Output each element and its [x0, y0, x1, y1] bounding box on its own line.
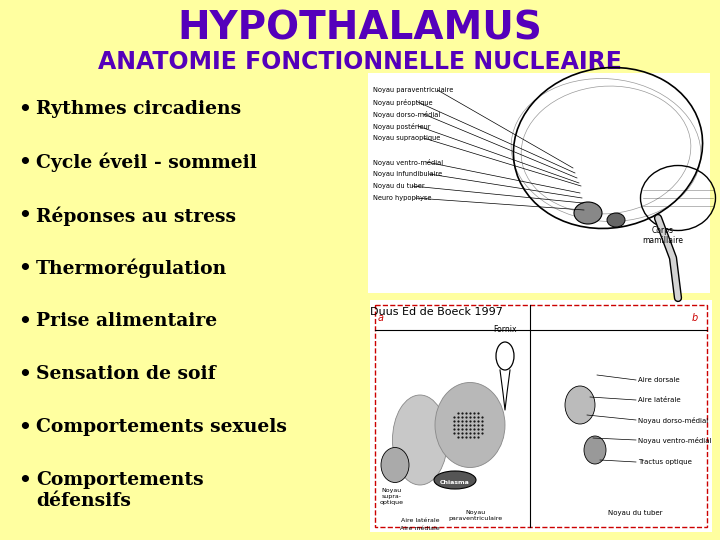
Ellipse shape	[574, 202, 602, 224]
Text: Noyau du tuber: Noyau du tuber	[373, 183, 425, 189]
Bar	[375, 305, 707, 527]
Text: Aire latérale: Aire latérale	[401, 518, 439, 523]
Text: a: a	[378, 313, 384, 323]
Ellipse shape	[584, 436, 606, 464]
Text: Noyau dorso-médial: Noyau dorso-médial	[638, 416, 708, 423]
Text: •: •	[18, 259, 31, 278]
Text: Noyau
paraventriculaire: Noyau paraventriculaire	[448, 510, 502, 521]
Text: Fornix: Fornix	[493, 325, 517, 334]
Text: HYPOTHALAMUS: HYPOTHALAMUS	[178, 9, 542, 47]
Ellipse shape	[435, 382, 505, 468]
Text: Aire latérale: Aire latérale	[638, 397, 680, 403]
Text: Duus Ed de Boeck 1997: Duus Ed de Boeck 1997	[370, 307, 503, 317]
Ellipse shape	[565, 386, 595, 424]
Text: Noyau
supra-
optique: Noyau supra- optique	[380, 488, 404, 504]
Ellipse shape	[607, 213, 625, 227]
Text: Noyau préoptique: Noyau préoptique	[373, 98, 433, 105]
Bar	[368, 73, 710, 293]
Text: Noyau ventro-médial: Noyau ventro-médial	[638, 436, 711, 443]
Text: Noyau supraoptique: Noyau supraoptique	[373, 135, 441, 141]
Text: Noyau paraventriculaire: Noyau paraventriculaire	[373, 87, 454, 93]
Text: Chiasma: Chiasma	[440, 480, 470, 484]
Text: Noyau postérieur: Noyau postérieur	[373, 123, 431, 130]
Text: •: •	[18, 365, 31, 384]
Text: •: •	[18, 206, 31, 225]
Text: Noyau du tuber: Noyau du tuber	[608, 510, 662, 516]
Ellipse shape	[392, 395, 448, 485]
Ellipse shape	[381, 448, 409, 483]
Text: Corps
mamillaire: Corps mamillaire	[642, 226, 683, 245]
Text: Sensation de soif: Sensation de soif	[36, 365, 216, 383]
Text: •: •	[18, 418, 31, 437]
Text: •: •	[18, 312, 31, 331]
Text: Comportements
défensifs: Comportements défensifs	[36, 471, 204, 510]
Text: Prise alimentaire: Prise alimentaire	[36, 312, 217, 330]
Text: Comportements sexuels: Comportements sexuels	[36, 418, 287, 436]
Text: Aire dorsale: Aire dorsale	[638, 377, 680, 383]
Text: Noyau infundibulaire: Noyau infundibulaire	[373, 171, 442, 177]
Ellipse shape	[434, 471, 476, 489]
Text: Aire médiale: Aire médiale	[400, 526, 440, 531]
Text: Réponses au stress: Réponses au stress	[36, 206, 236, 226]
Text: Thermorégulation: Thermorégulation	[36, 259, 228, 279]
Text: Tractus optique: Tractus optique	[638, 459, 692, 465]
Text: b: b	[692, 313, 698, 323]
Text: Neuro hypophyse: Neuro hypophyse	[373, 195, 431, 201]
Bar	[370, 300, 712, 532]
Text: •: •	[18, 471, 31, 490]
Text: •: •	[18, 153, 31, 172]
Text: Noyau ventro-médial: Noyau ventro-médial	[373, 159, 443, 165]
Text: Noyau dorso-médial: Noyau dorso-médial	[373, 111, 440, 118]
Text: ANATOMIE FONCTIONNELLE NUCLEAIRE: ANATOMIE FONCTIONNELLE NUCLEAIRE	[98, 50, 622, 74]
Text: Cycle éveil - sommeil: Cycle éveil - sommeil	[36, 153, 257, 172]
Text: Rythmes circadiens: Rythmes circadiens	[36, 100, 241, 118]
Text: •: •	[18, 100, 31, 119]
